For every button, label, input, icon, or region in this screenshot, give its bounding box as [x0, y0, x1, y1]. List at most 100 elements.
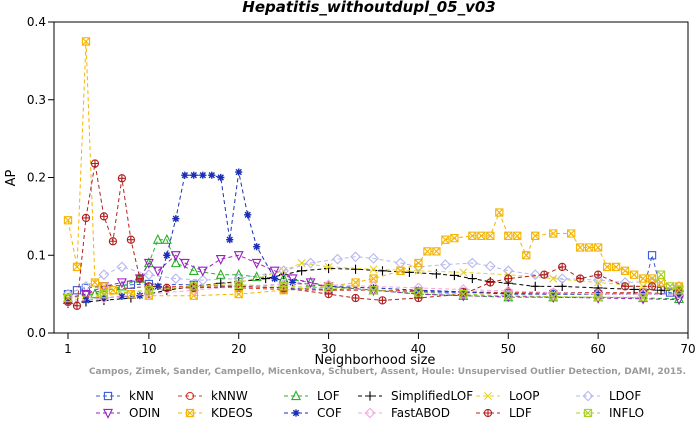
data-point — [279, 282, 288, 291]
data-point — [143, 258, 154, 269]
data-point — [540, 271, 548, 279]
legend-label: ODIN — [129, 406, 160, 420]
legend-marker — [484, 392, 492, 400]
legend-item: kNNW — [178, 389, 248, 403]
data-point — [215, 254, 226, 265]
data-point — [656, 278, 666, 287]
data-point — [235, 168, 243, 176]
data-point — [629, 270, 639, 279]
legend-item: LDF — [476, 406, 532, 420]
data-point — [127, 236, 135, 244]
data-point — [638, 293, 648, 302]
data-point — [593, 293, 603, 302]
y-tick-label: 0.2 — [27, 171, 46, 185]
series-LDF — [63, 159, 684, 310]
x-tick-label: 60 — [591, 342, 606, 356]
data-point — [504, 291, 513, 300]
legend-label: FastABOD — [391, 406, 450, 420]
data-point — [594, 271, 602, 279]
legend-label: LDOF — [609, 389, 641, 403]
x-tick-label: 40 — [411, 342, 426, 356]
series-line — [67, 254, 680, 301]
data-point — [305, 278, 316, 289]
data-point — [459, 268, 468, 277]
legend-item: ODIN — [96, 406, 160, 420]
data-point — [592, 274, 604, 286]
legend-label: LOF — [317, 389, 340, 403]
data-point — [351, 294, 360, 302]
data-point — [369, 265, 378, 274]
data-point — [647, 274, 657, 283]
legend-marker — [364, 407, 376, 419]
data-point — [592, 288, 604, 300]
data-point — [504, 231, 513, 240]
data-point — [350, 251, 361, 263]
data-point — [234, 280, 243, 289]
data-point — [549, 290, 557, 298]
data-point — [190, 171, 198, 179]
legend-item: COF — [284, 406, 342, 420]
legend-marker — [484, 409, 492, 417]
data-point — [118, 292, 126, 301]
x-tick-label: 1 — [64, 342, 72, 356]
data-point — [638, 292, 649, 303]
data-point — [396, 266, 405, 275]
data-point — [215, 268, 226, 279]
data-point — [100, 212, 108, 220]
legend-item: LoOP — [476, 389, 540, 403]
data-point — [369, 284, 378, 292]
data-point — [199, 171, 207, 179]
legend-marker — [365, 391, 375, 401]
data-point — [665, 282, 675, 291]
data-point — [287, 274, 298, 285]
data-point — [377, 266, 388, 276]
data-point — [378, 296, 387, 304]
y-axis-label: AP — [4, 169, 19, 186]
data-point — [144, 286, 154, 295]
data-point — [323, 263, 334, 274]
data-point — [549, 274, 558, 283]
data-point — [647, 251, 657, 260]
data-point — [118, 174, 126, 182]
data-point — [89, 288, 100, 299]
data-point — [116, 280, 127, 291]
x-tick-label: 50 — [501, 342, 516, 356]
data-point — [197, 274, 209, 286]
data-point — [504, 290, 512, 298]
x-tick-label: 20 — [231, 342, 246, 356]
data-point — [278, 272, 289, 283]
data-point — [629, 284, 639, 295]
data-point — [674, 292, 685, 303]
series-line — [67, 41, 680, 297]
data-point — [530, 281, 540, 291]
data-point — [163, 251, 171, 259]
x-axis-label: Neighborhood size — [315, 353, 436, 368]
data-point — [161, 233, 172, 244]
y-axis: 0.0 0.1 0.2 0.3 0.4 — [27, 15, 54, 340]
legend-marker — [583, 408, 593, 418]
series-KDEOS — [63, 37, 684, 300]
data-point — [98, 269, 110, 281]
data-point — [513, 231, 522, 240]
data-point — [556, 273, 568, 284]
data-point — [82, 296, 90, 304]
series-FastABOD — [62, 278, 685, 308]
data-point — [529, 269, 541, 281]
data-point — [154, 282, 162, 290]
data-point — [449, 270, 459, 281]
data-point — [611, 262, 621, 272]
data-point — [217, 173, 225, 182]
legend-label: LDF — [509, 406, 532, 420]
series-line — [67, 256, 680, 295]
data-point — [181, 171, 189, 179]
legend-label: kNNW — [211, 389, 248, 403]
legend-marker — [582, 390, 594, 402]
data-point — [170, 273, 182, 284]
series-INFLO — [63, 270, 684, 303]
chart-title: Hepatitis_withoutdupl_05_v03 — [242, 0, 495, 16]
data-point — [414, 258, 423, 268]
data-point — [351, 278, 360, 287]
legend-label: LoOP — [509, 389, 540, 403]
data-point — [567, 229, 576, 238]
